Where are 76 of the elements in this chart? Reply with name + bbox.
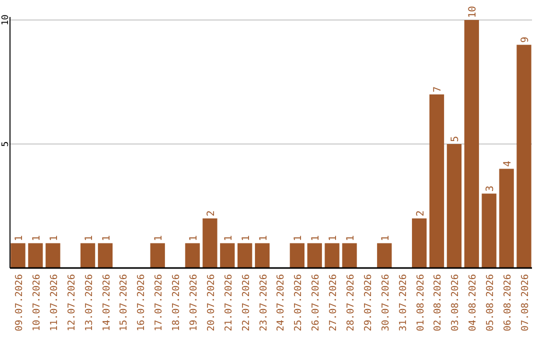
bar	[46, 243, 60, 268]
data-label: 1	[240, 235, 252, 242]
data-label: 2	[415, 210, 426, 216]
data-label: 1	[223, 235, 234, 242]
bar	[202, 218, 218, 268]
x-tick-label: 19.07.2026	[188, 274, 200, 332]
x-tick-label: 22.07.2026	[240, 274, 252, 332]
x-tick-label: 11.07.2026	[48, 274, 60, 332]
data-label: 3	[485, 186, 496, 192]
bar	[464, 20, 479, 268]
bar	[516, 44, 532, 268]
x-tick-label: 31.07.2026	[398, 274, 409, 332]
x-tick-label: 09.07.2026	[14, 274, 26, 332]
data-label: 10	[468, 6, 479, 18]
x-tick-label: 23.07.2026	[258, 274, 270, 332]
data-label: 1	[48, 235, 60, 242]
x-tick-label: 17.07.2026	[154, 274, 165, 332]
x-tick-label: 03.08.2026	[450, 274, 462, 332]
x-tick-label: 15.07.2026	[118, 274, 130, 332]
bar	[482, 194, 496, 268]
x-tick-label: 14.07.2026	[101, 274, 112, 332]
bar	[80, 243, 96, 268]
x-tick-label: 04.08.2026	[468, 274, 479, 332]
data-label: 1	[31, 235, 42, 242]
bar	[254, 243, 270, 268]
x-tick-label: 06.08.2026	[502, 274, 514, 332]
data-label: 1	[101, 235, 112, 242]
x-tick-label: 02.08.2026	[432, 274, 444, 332]
bar	[429, 94, 444, 268]
data-label: 2	[206, 210, 217, 216]
x-tick-label: 29.07.2026	[362, 274, 374, 332]
data-label: 7	[432, 86, 444, 92]
x-tick-label: 28.07.2026	[346, 274, 357, 332]
x-tick-label: 16.07.2026	[136, 274, 148, 332]
bar	[28, 243, 43, 268]
data-label: 1	[154, 235, 165, 242]
x-tick-label: 20.07.2026	[206, 274, 217, 332]
data-label: 1	[310, 235, 322, 242]
data-label: 1	[188, 235, 200, 242]
bar	[342, 243, 357, 268]
data-label: 1	[328, 235, 340, 242]
x-tick-label: 30.07.2026	[380, 274, 392, 332]
bar	[10, 243, 26, 268]
data-label: 9	[520, 36, 531, 43]
x-tick-label: 25.07.2026	[293, 274, 304, 332]
x-tick-label: 01.08.2026	[415, 274, 426, 332]
bar	[377, 243, 392, 268]
data-label: 1	[258, 235, 270, 242]
x-tick-label: 26.07.2026	[310, 274, 322, 332]
bar	[185, 243, 200, 268]
x-tick-label: 21.07.2026	[223, 274, 234, 332]
x-tick-label: 24.07.2026	[276, 274, 287, 332]
data-label: 1	[346, 235, 357, 242]
bar	[412, 218, 427, 268]
x-tick-label: 10.07.2026	[31, 274, 42, 332]
x-tick-label: 07.08.2026	[520, 274, 531, 332]
x-tick-label: 18.07.2026	[171, 274, 182, 332]
bar	[98, 243, 113, 268]
x-tick-label: 13.07.2026	[84, 274, 95, 332]
data-label: 4	[502, 160, 514, 167]
x-tick-label: 05.08.2026	[485, 274, 496, 332]
data-label: 5	[450, 136, 462, 142]
data-label: 1	[84, 235, 95, 242]
x-tick-label: 12.07.2026	[66, 274, 78, 332]
bar	[290, 243, 304, 268]
bar	[324, 243, 340, 268]
bar	[446, 144, 462, 268]
data-label: 1	[380, 235, 392, 242]
bar	[238, 243, 252, 268]
data-label: 1	[14, 235, 26, 242]
data-label: 1	[293, 235, 304, 242]
bar	[150, 243, 165, 268]
x-tick-label: 27.07.2026	[328, 274, 340, 332]
bar	[499, 168, 514, 268]
bar	[220, 243, 235, 268]
bar	[307, 243, 322, 268]
